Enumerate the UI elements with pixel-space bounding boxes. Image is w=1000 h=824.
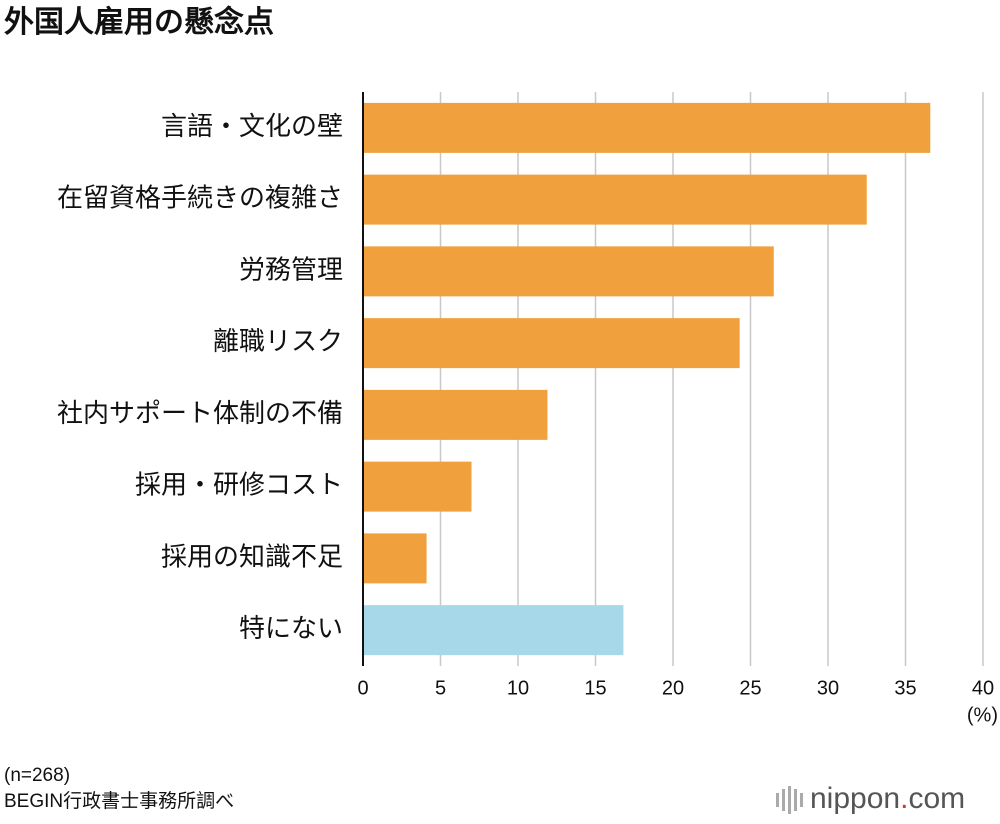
- logo-name: nippon: [810, 782, 900, 815]
- bar: [363, 174, 867, 225]
- x-unit: (%): [967, 704, 998, 726]
- x-tick-label: 30: [817, 677, 839, 699]
- source: BEGIN行政書士事務所調べ: [4, 790, 234, 812]
- y-tick-label: 採用・研修コスト: [135, 470, 343, 500]
- bar: [363, 246, 774, 297]
- bar: [363, 318, 740, 369]
- x-tick-label: 5: [435, 677, 446, 699]
- x-tick-label: 15: [584, 677, 606, 699]
- logo-domain: com: [908, 782, 965, 815]
- logo: nippon.com: [810, 782, 965, 815]
- y-tick-label: 社内サポート体制の不備: [57, 398, 343, 428]
- logo-mark: [776, 786, 803, 814]
- y-tick-label: 特にない: [239, 613, 343, 643]
- x-tick-label: 20: [662, 677, 684, 699]
- chart-title: 外国人雇用の懸念点: [4, 5, 274, 39]
- bar: [363, 102, 931, 153]
- note: (n=268): [4, 765, 70, 786]
- x-tick-label: 0: [357, 677, 368, 699]
- x-tick-label: 10: [507, 677, 529, 699]
- bar: [363, 389, 548, 440]
- logo-dot: .: [900, 782, 908, 815]
- y-tick-label: 言語・文化の壁: [161, 111, 343, 141]
- y-tick-label: 在留資格手続きの複雑さ: [57, 183, 343, 213]
- y-tick-label: 労務管理: [239, 254, 343, 284]
- x-tick-label: 40: [972, 677, 994, 699]
- y-tick-label: 離職リスク: [213, 326, 343, 356]
- bar: [363, 461, 472, 512]
- bar: [363, 533, 427, 584]
- bar: [363, 605, 624, 656]
- y-tick-label: 採用の知識不足: [161, 541, 343, 571]
- x-tick-label: 25: [739, 677, 761, 699]
- x-tick-label: 35: [894, 677, 916, 699]
